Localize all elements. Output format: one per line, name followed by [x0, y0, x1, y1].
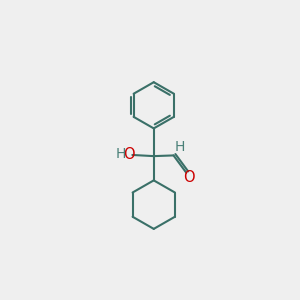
Text: O: O: [183, 170, 194, 185]
Text: O: O: [124, 148, 135, 163]
Text: H: H: [174, 140, 184, 154]
Text: H: H: [116, 147, 126, 161]
